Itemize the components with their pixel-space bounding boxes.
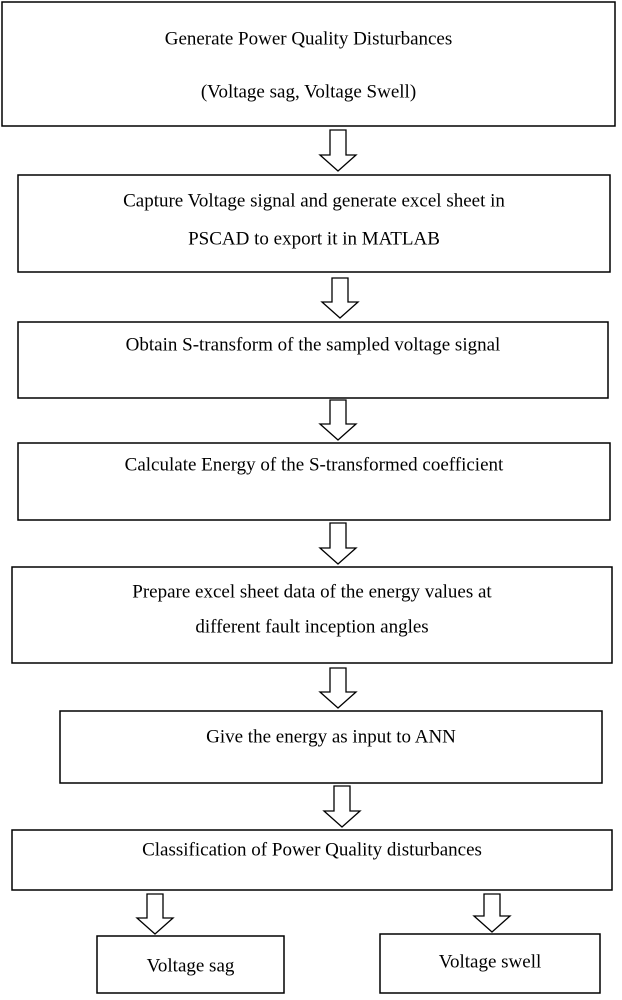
node-box [17,442,611,521]
node: Classification of Power Quality disturba… [11,829,613,891]
node-box [1,1,616,127]
arrow [320,277,360,319]
node-box [17,174,611,273]
arrow [318,667,358,709]
arrow [318,522,358,565]
node-box [59,710,603,784]
node: Calculate Energy of the S-transformed co… [17,442,611,521]
arrow [318,129,358,172]
node-label: Obtain S-transform of the sampled voltag… [126,334,501,355]
node: Voltage sag [96,935,285,994]
arrow [135,893,175,935]
node: Voltage swell [379,933,601,994]
node-label: PSCAD to export it in MATLAB [188,228,440,249]
arrows [135,129,512,935]
node: Generate Power Quality Disturbances (Volt… [1,1,616,127]
node: Obtain S-transform of the sampled voltag… [17,321,609,399]
node: Capture Voltage signal and generate exce… [17,174,611,273]
node: Give the energy as input to ANN [59,710,603,784]
node-box [11,829,613,891]
node-label: Capture Voltage signal and generate exce… [123,190,505,211]
node-label: Prepare excel sheet data of the energy v… [132,581,492,602]
arrow [472,893,512,933]
node-label: Classification of Power Quality disturba… [142,839,482,860]
node-box [96,935,285,994]
node-label: Voltage swell [439,951,542,972]
node-label: Calculate Energy of the S-transformed co… [125,454,504,475]
node-label: (Voltage sag, Voltage Swell) [201,81,416,102]
node: Prepare excel sheet data of the energy v… [11,566,613,664]
node-label: different fault inception angles [195,616,428,637]
node-box [17,321,609,399]
node-label: Give the energy as input to ANN [206,726,456,747]
arrow [318,399,358,441]
node-box [11,566,613,664]
node-label: Voltage sag [147,955,235,976]
node-label: Generate Power Quality Disturbances [165,28,453,49]
node-box [379,933,601,994]
arrow [322,785,362,828]
